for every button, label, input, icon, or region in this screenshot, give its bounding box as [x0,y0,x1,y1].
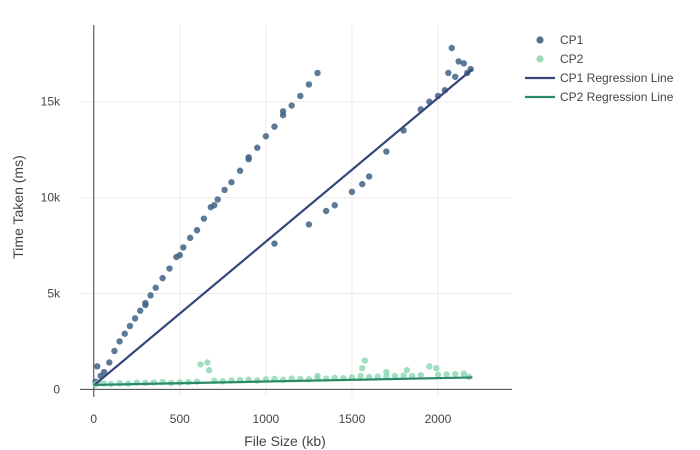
x-axis-title: File Size (kb) [244,433,326,449]
data-point [460,370,468,377]
data-point [236,167,244,174]
data-point [204,359,211,366]
x-tick-label: 500 [170,412,190,426]
data-point [314,372,321,380]
data-point [100,368,108,376]
tick-labels: 0 500 1000 1500 2000 0 5k 10k 15k [41,95,452,426]
data-point [147,292,154,299]
x-tick-label: 2000 [425,412,452,426]
data-point [452,73,459,80]
data-point [186,234,194,242]
data-point [245,154,252,161]
data-point [262,133,270,140]
x-tick-label: 1500 [339,412,366,426]
data-point [445,69,452,77]
data-point [434,371,442,378]
x-tick-label: 1000 [253,412,280,426]
data-point [297,92,304,100]
data-point [142,299,149,307]
data-point [400,372,407,379]
data-point [271,123,278,130]
legend-label: CP2 [560,52,584,66]
legend-label: CP1 [560,33,584,47]
data-point [365,173,373,180]
data-point [460,60,468,67]
data-point [331,202,338,209]
legend-label: CP1 Regression Line [560,71,674,85]
regression-line [93,68,474,387]
data-point [448,44,455,52]
data-point [176,251,184,259]
data-point [426,363,433,370]
data-point [314,69,321,77]
data-point [443,371,450,378]
data-point [197,361,204,368]
data-point [455,58,462,65]
data-point [94,363,101,370]
y-tick-label: 10k [41,191,61,205]
data-point [214,196,221,203]
data-point [383,148,390,155]
y-tick-label: 15k [41,95,61,109]
data-point [417,371,424,379]
data-point [193,226,201,234]
data-point [305,81,313,88]
data-point [121,330,128,337]
data-point [348,188,356,196]
data-point [131,315,139,322]
data-point [116,338,123,345]
data-point [279,108,287,115]
data-point [106,359,113,366]
axes [80,25,512,397]
data-point [137,307,144,314]
legend: CP1 CP2 CP1 Regression Line CP2 Regression … [525,33,674,104]
data-point [322,207,330,215]
data-point [166,265,173,272]
data-point [254,144,261,151]
data-point [403,366,411,374]
data-point [305,221,313,228]
data-point [452,370,459,378]
legend-label: CP2 Regression Line [560,90,674,104]
y-tick-label: 0 [53,382,60,396]
data-point [180,244,187,251]
data-point [159,274,166,282]
legend-marker [536,55,544,63]
data-point [126,322,134,330]
data-point [357,372,364,380]
data-point [111,347,118,355]
data-point [271,240,278,247]
grid [80,25,512,397]
regression-line [93,376,473,387]
data-point [228,179,235,186]
series-area [92,44,474,388]
data-point [200,215,208,222]
legend-marker [536,36,544,44]
data-point [205,366,213,374]
data-point [359,180,366,188]
data-point [221,186,228,194]
data-point [433,365,440,372]
data-point [383,368,390,376]
data-point [391,372,399,380]
x-tick-label: 0 [90,412,97,426]
y-tick-label: 5k [47,286,61,300]
y-axis-title: Time Taken (ms) [10,155,26,258]
data-point [288,102,295,109]
data-point [211,202,218,209]
data-point [359,365,366,372]
data-point [361,357,369,364]
data-point [152,284,159,291]
